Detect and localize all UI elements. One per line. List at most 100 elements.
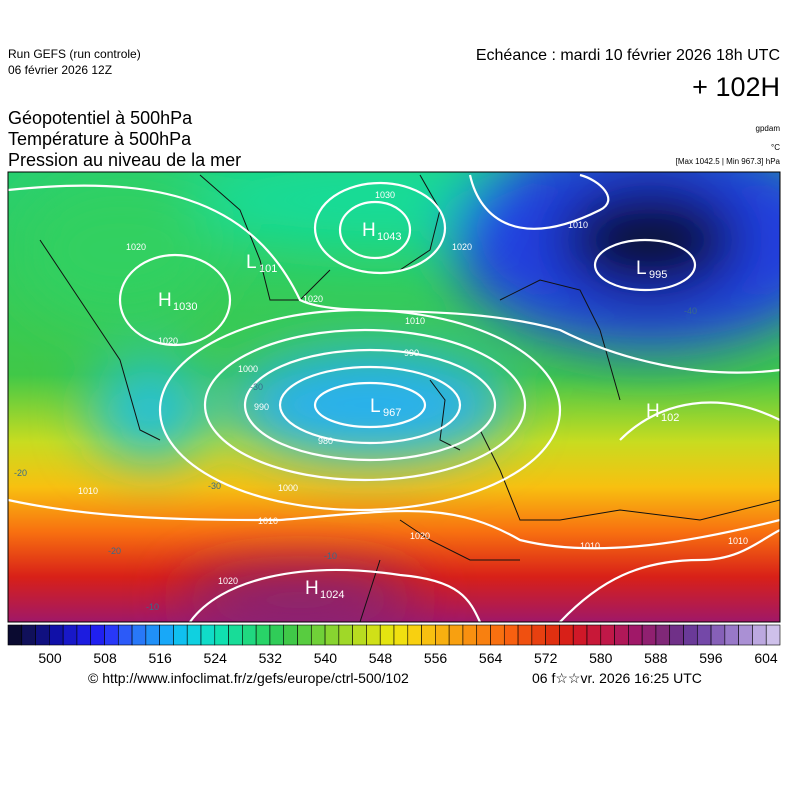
colorbar-swatch [324,624,340,646]
pressure-center: H 1024 [305,578,344,601]
isobar-label: 1010 [405,316,425,326]
isobar-label: 1010 [580,541,600,551]
isobar-label: 1020 [452,242,472,252]
colorbar-swatch [407,624,422,646]
temperature-label: -10 [324,551,337,561]
colorbar-tick-label: 596 [699,650,723,666]
isobar-label: 1020 [410,531,430,541]
colorbar-tick-label: 524 [204,650,228,666]
colorbar-swatch [724,624,739,646]
colorbar-swatch [35,624,50,646]
center-value: 1043 [377,231,401,243]
field: Géopotentiel à 500hPa [8,108,193,128]
colorbar-tick-label: 532 [259,650,283,666]
colorbar-swatch [614,624,629,646]
colorbar-swatch [765,624,781,646]
isobar-label: 1010 [78,486,98,496]
colorbar-swatch [21,624,36,646]
colorbar-swatch [117,624,133,646]
colorbar: 500 508 516 524 532 540 548 556 564 572 580 588 596 6… [7,624,781,666]
colorbar-tick-label: 508 [93,650,117,666]
colorbar-swatch [352,624,367,646]
colorbar-swatch [517,624,533,646]
center-letter: H [646,401,660,422]
colorbar-swatch [76,624,92,646]
colorbar-swatch [159,624,174,646]
colorbar-tick-label: 556 [424,650,448,666]
colorbar-swatch [710,624,726,646]
colorbar-swatch [310,624,326,646]
isobar-label: 1020 [158,336,178,346]
colorbar-swatch [393,624,409,646]
colorbar-swatch [338,624,353,646]
isobar-label: 1020 [303,294,323,304]
colorbar-swatch [297,624,312,646]
colorbar-swatch [421,624,436,646]
colorbar-tick-label: 572 [534,650,558,666]
field: Pression au niveau de la mer [8,150,241,170]
center-value: 1030 [173,301,197,313]
isobar-label: 990 [404,348,419,358]
colorbar-swatch [145,624,160,646]
colorbar-swatch [669,624,684,646]
colorbar-swatch [379,624,395,646]
colorbar-swatch [738,624,753,646]
temperature-label: -30 [208,481,221,491]
pressure-center: H 1043 [362,220,401,243]
colorbar-swatch [531,624,546,646]
center-letter: H [362,220,376,241]
center-letter: L [636,258,647,279]
temperature-label: -10 [146,602,159,612]
isobar-label: 1020 [218,576,238,586]
isobar-label: 1010 [258,516,278,526]
center-value: 102 [661,412,679,424]
colorbar-swatch [214,624,229,646]
colorbar-swatch [752,624,767,646]
colorbar-swatch [269,624,285,646]
field: Température à 500hPa [8,129,192,149]
pressure-center: H 102 [646,401,679,424]
colorbar-swatch [200,624,216,646]
colorbar-swatch [186,624,202,646]
center-letter: H [305,578,319,599]
colorbar-tick-label: 564 [479,650,503,666]
pressure-center: L 101 [246,252,277,275]
colorbar-swatch [462,624,478,646]
colorbar-swatch [641,624,657,646]
center-letter: L [246,252,257,273]
colorbar-tick-label: 540 [314,650,338,666]
lead-time: + 102H [692,72,780,102]
colorbar-swatch [131,624,147,646]
colorbar-swatch [696,624,712,646]
colorbar-tick-label: 548 [369,650,393,666]
colorbar-swatch [628,624,643,646]
isobar-label: 1000 [238,364,258,374]
colorbar-swatch [104,624,119,646]
isobar-label: 1020 [126,242,146,252]
center-letter: L [370,396,381,417]
map-frame [7,171,781,623]
colorbar-swatch [655,624,671,646]
isobar-label: 1010 [728,536,748,546]
colorbar-swatch [545,624,560,646]
unit: gpdam [756,124,781,133]
center-letter: H [158,290,172,311]
colorbar-swatch [228,624,243,646]
center-value: 1024 [320,589,344,601]
colorbar-tick-label: 588 [644,650,668,666]
temperature-label: -30 [250,382,263,392]
center-value: 995 [649,269,667,281]
colorbar-swatch [7,624,23,646]
isobar-label: 1000 [278,483,298,493]
colorbar-swatch [600,624,615,646]
colorbar-swatch [559,624,574,646]
colorbar-swatch [572,624,588,646]
footer-url: © http://www.infoclimat.fr/z/gefs/europe… [88,670,409,686]
unit: °C [771,143,780,152]
colorbar-swatch [366,624,381,646]
colorbar-swatch [62,624,78,646]
colorbar-swatch [503,624,519,646]
colorbar-swatch [435,624,450,646]
isobar-label: 1030 [375,190,395,200]
center-value: 967 [383,407,401,419]
